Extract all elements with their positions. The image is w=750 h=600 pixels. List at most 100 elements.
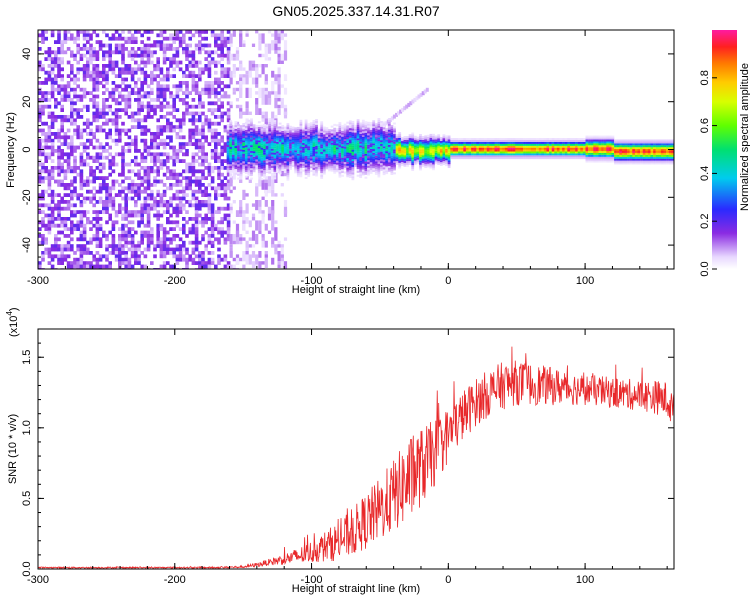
spectrogram-cell — [351, 141, 355, 144]
spectrogram-cell — [361, 158, 365, 161]
spectrogram-cell — [356, 121, 360, 124]
spectrogram-cell — [108, 217, 112, 221]
spectrogram-cell — [270, 137, 274, 140]
spectrogram-cell — [442, 145, 446, 148]
spectrogram-cell — [191, 87, 196, 92]
spectrogram-cell — [70, 261, 74, 265]
spectrogram-cell — [261, 261, 265, 265]
spectrogram-cell — [70, 230, 74, 235]
spectrogram-cell — [137, 196, 141, 201]
spectrogram-cell — [429, 160, 433, 163]
spectrogram-cell — [403, 153, 407, 156]
spectrogram-cell — [76, 193, 80, 197]
spectrogram-cell — [223, 94, 228, 99]
spectrogram-cell — [134, 40, 138, 44]
spectrogram-cell — [156, 217, 160, 221]
spectrogram-cell — [280, 98, 284, 102]
spectrogram-cell — [159, 213, 164, 218]
spectrogram-cell — [416, 146, 420, 149]
spectrogram-cell — [369, 127, 373, 130]
spectrogram-cell — [229, 156, 233, 159]
spectrogram-cell — [369, 124, 373, 127]
spectrogram-cell — [47, 251, 52, 255]
spectrogram-cell — [79, 57, 84, 61]
spectrogram-cell — [150, 138, 154, 143]
spectrogram-cell — [330, 144, 334, 147]
spectrogram-cell — [296, 168, 300, 171]
spectrogram-cell — [114, 138, 119, 143]
spectrogram-cell — [424, 135, 428, 138]
spectrogram-cell — [411, 165, 415, 168]
spectrogram-cell — [95, 240, 100, 245]
spectrogram-cell — [214, 149, 218, 153]
spectrogram-cell — [198, 206, 202, 211]
spectrogram-cell — [343, 161, 347, 164]
spectrogram-cell — [146, 57, 151, 61]
spectrogram-cell — [484, 145, 487, 148]
spectrogram-cell — [377, 169, 381, 172]
spectrogram-cell — [223, 240, 228, 245]
spectrogram-cell — [289, 127, 292, 130]
spectrogram-cell — [278, 143, 282, 146]
spectrogram-cell — [250, 147, 253, 150]
spectrogram-cell — [188, 132, 192, 136]
spectrogram-cell — [57, 74, 61, 78]
spectrogram-cell — [182, 227, 186, 231]
spectrogram-cell — [41, 234, 45, 238]
spectrogram-cell — [220, 257, 224, 262]
spectrogram-cell — [426, 140, 430, 143]
spectrogram-cell — [44, 203, 48, 208]
spectrogram-cell — [315, 130, 318, 133]
spectrogram-cell — [346, 150, 350, 153]
spectrogram-cell — [268, 131, 272, 134]
spectrogram-cell — [89, 47, 93, 51]
spectrogram-cell — [406, 145, 409, 148]
spectrogram-cell — [278, 160, 282, 163]
spectrogram-cell — [286, 159, 290, 162]
spectrogram-cell — [198, 118, 202, 123]
spectrogram-cell — [283, 140, 287, 143]
spectrogram-cell — [328, 134, 331, 137]
spectrogram-cell — [372, 128, 376, 131]
spectrogram-cell — [315, 174, 318, 177]
spectrogram-cell — [134, 67, 138, 72]
spectrogram-cell — [76, 227, 80, 231]
spectrogram-cell — [235, 81, 240, 85]
spectrogram-cell — [118, 36, 122, 41]
spectrogram-cell — [166, 84, 170, 89]
spectrogram-cell — [328, 136, 331, 139]
spectrogram-cell — [229, 43, 233, 47]
spectrogram-cell — [60, 166, 64, 170]
spectrogram-cell — [255, 147, 259, 150]
spectrogram-cell — [338, 135, 342, 138]
spectrogram-cell — [188, 142, 192, 146]
spectrogram-cell — [369, 129, 373, 132]
spectrogram-cell — [44, 91, 48, 95]
spectrogram-cell — [481, 153, 485, 156]
spectrogram-cell — [194, 91, 199, 95]
spectrogram-cell — [473, 143, 477, 146]
spectrogram-cell — [377, 127, 381, 130]
spectrogram-cell — [372, 152, 376, 155]
spectrogram-cell — [250, 135, 253, 138]
spectrogram-cell — [146, 91, 151, 95]
spectrogram-cell — [447, 135, 451, 138]
spectrogram-cell — [95, 87, 100, 92]
spectrogram-cell — [294, 146, 298, 149]
spectrogram-cell — [143, 128, 148, 133]
spectrogram-cell — [140, 210, 144, 214]
spectrogram-cell — [276, 159, 279, 162]
spectrogram-cell — [315, 157, 318, 160]
spectrogram-cell — [111, 50, 116, 55]
spectrogram-cell — [214, 115, 218, 119]
spectrogram-cell — [463, 151, 467, 154]
spectrogram-cell — [242, 147, 246, 150]
spectrogram-cell — [73, 87, 77, 92]
spectrogram-cell — [194, 200, 199, 204]
spectrogram-cell — [232, 64, 236, 68]
spectrogram-cell — [361, 131, 365, 134]
spectrogram-cell — [304, 138, 308, 141]
spectrogram-cell — [226, 101, 231, 106]
spectrogram-cell — [330, 137, 334, 140]
spectrogram-cell — [127, 84, 132, 89]
